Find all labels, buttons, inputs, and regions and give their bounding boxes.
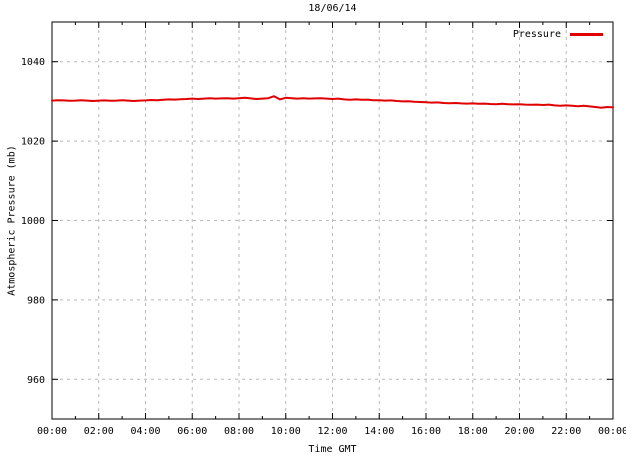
chart-title: 18/06/14	[308, 3, 357, 14]
x-tick-label: 00:00	[598, 426, 626, 437]
x-tick-label: 16:00	[411, 426, 441, 437]
x-tick-label: 14:00	[364, 426, 394, 437]
x-tick-label: 20:00	[504, 426, 534, 437]
y-tick-label: 1020	[21, 137, 45, 148]
x-tick-label: 22:00	[551, 426, 581, 437]
legend: Pressure	[513, 29, 603, 40]
x-tick-label: 08:00	[224, 426, 254, 437]
x-tick-label: 04:00	[130, 426, 160, 437]
x-tick-label: 00:00	[37, 426, 67, 437]
x-tick-label: 18:00	[458, 426, 488, 437]
x-axis-label: Time GMT	[308, 444, 357, 455]
y-tick-label: 980	[27, 295, 45, 306]
x-tick-label: 02:00	[84, 426, 114, 437]
pressure-line	[51, 95, 614, 109]
y-tick-label: 1000	[21, 216, 45, 227]
y-tick-label: 1040	[21, 57, 45, 68]
legend-label: Pressure	[512, 29, 561, 40]
y-axis-label: Atmospheric Pressure (mb)	[6, 145, 18, 296]
y-tick-label: 960	[27, 375, 45, 386]
legend-line-sample	[570, 33, 603, 36]
x-tick-label: 10:00	[271, 426, 301, 437]
x-tick-label: 06:00	[177, 426, 207, 437]
x-tick-label: 12:00	[317, 426, 347, 437]
